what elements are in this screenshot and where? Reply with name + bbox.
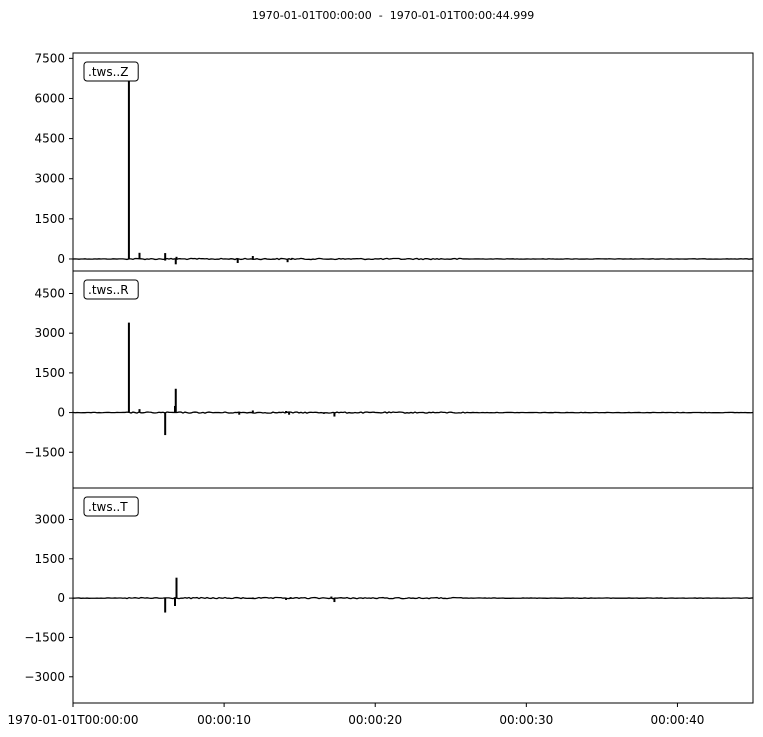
y-tick-label: 0 <box>57 406 65 420</box>
trace-label: .tws..R <box>88 283 129 297</box>
x-tick-label: 00:00:10 <box>197 713 251 727</box>
y-tick-label: 1500 <box>34 212 65 226</box>
panel-frame <box>72 487 754 704</box>
y-tick-label: −3000 <box>24 670 65 684</box>
y-tick-label: 1500 <box>34 366 65 380</box>
y-tick-label: 4500 <box>34 286 65 300</box>
y-tick-label: 3000 <box>34 172 65 186</box>
y-tick-label: −1500 <box>24 630 65 644</box>
y-tick-label: 1500 <box>34 552 65 566</box>
x-tick-label: 1970-01-01T00:00:00 <box>8 713 139 727</box>
trace-label-box <box>83 496 139 517</box>
y-tick-label: 3000 <box>34 326 65 340</box>
panel-frame <box>72 52 754 272</box>
trace-label: .tws..Z <box>88 65 128 79</box>
trace-line <box>72 411 754 414</box>
x-tick-label: 00:00:30 <box>499 713 553 727</box>
y-tick-label: 6000 <box>34 91 65 105</box>
trace-label-box <box>83 279 139 300</box>
y-tick-label: 4500 <box>34 132 65 146</box>
trace-label: .tws..T <box>88 500 128 514</box>
x-tick-label: 00:00:20 <box>348 713 402 727</box>
panel-frame <box>72 270 754 489</box>
y-tick-label: 0 <box>57 252 65 266</box>
y-tick-label: 7500 <box>34 51 65 65</box>
trace-line <box>72 596 754 600</box>
trace-line <box>72 257 754 261</box>
x-tick-label: 00:00:40 <box>650 713 704 727</box>
y-tick-label: 3000 <box>34 512 65 526</box>
figure-title: 1970-01-01T00:00:00 - 1970-01-01T00:00:4… <box>251 9 535 22</box>
y-tick-label: −1500 <box>24 445 65 459</box>
trace-label-box <box>83 61 139 82</box>
y-tick-label: 0 <box>57 591 65 605</box>
